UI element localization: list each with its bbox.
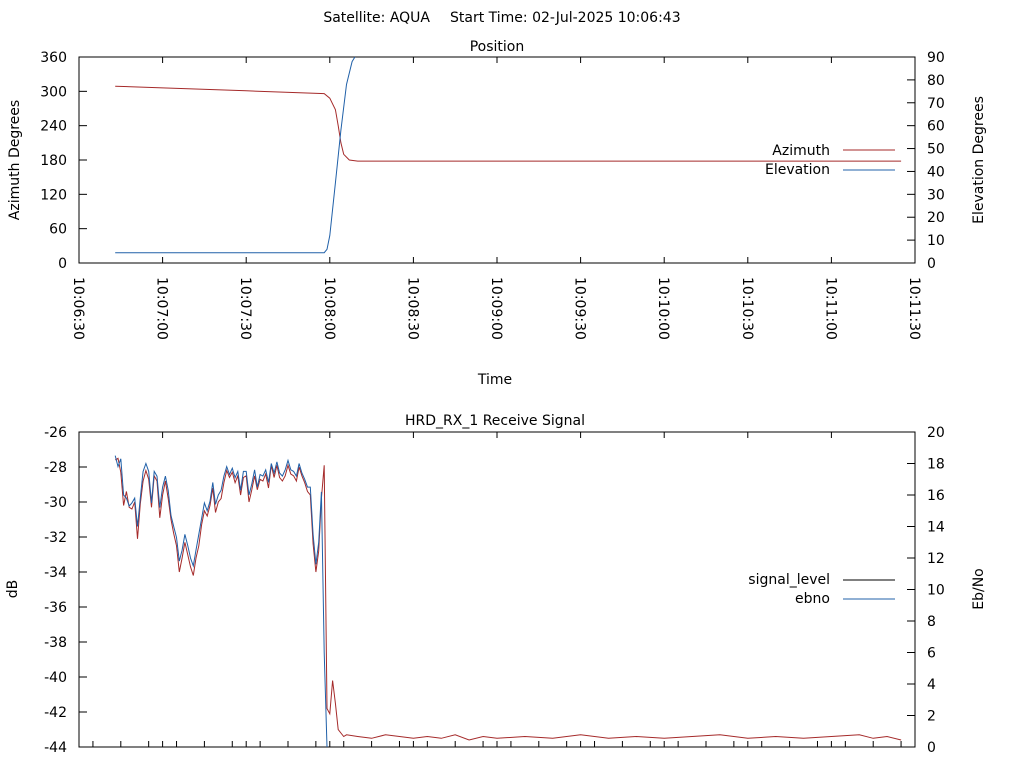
y2-tick-label: 30: [927, 187, 945, 203]
signal-y2-axis-label: Eb/No: [971, 568, 987, 610]
y2-tick-label: 18: [927, 457, 945, 473]
y2-tick-label: 90: [927, 50, 945, 66]
position-y2-ticks: 0 10 20 30 40 50 60 70 80 90: [907, 50, 945, 272]
position-x-axis-label: Time: [477, 372, 512, 388]
signal-y-axis-label: dB: [5, 580, 21, 599]
y2-tick-label: 14: [927, 520, 945, 536]
y-tick-label: 60: [49, 222, 67, 238]
y2-tick-label: 8: [927, 614, 936, 630]
position-y-axis-label: Azimuth Degrees: [7, 100, 23, 220]
y2-tick-label: 12: [927, 551, 945, 567]
position-plot-frame: [78, 56, 916, 264]
legend-label-ebno: ebno: [795, 591, 830, 607]
y-tick-label: 180: [40, 153, 67, 169]
position-legend: Azimuth Elevation: [765, 143, 895, 178]
signal-y2-ticks: 0 2 4 6 8 10 12 14 16 18 20: [907, 425, 945, 756]
y2-tick-label: 70: [927, 96, 945, 112]
x-tick-label: 10:07:00: [154, 277, 170, 340]
y-tick-label: -34: [44, 565, 67, 581]
signal-y-ticks: -44 -42 -40 -38 -36 -34 -32 -30 -28 -26: [44, 425, 87, 756]
position-y-ticks: 0 60 120 180 240 300 360: [40, 50, 87, 272]
y-tick-label: -30: [44, 495, 67, 511]
y-tick-label: -26: [44, 425, 67, 441]
y2-tick-label: 10: [927, 233, 945, 249]
x-tick-label: 10:11:30: [906, 277, 922, 340]
y-tick-label: -40: [44, 670, 67, 686]
x-tick-label: 10:10:30: [739, 277, 755, 340]
y2-tick-label: 60: [927, 119, 945, 135]
series-line-signal-level: [114, 457, 902, 741]
signal-plot-frame: [78, 431, 916, 748]
position-chart-title: Position: [470, 39, 525, 55]
x-tick-label: 10:06:30: [70, 277, 86, 340]
series-line-ebno: [114, 455, 328, 748]
series-line-azimuth: [115, 85, 902, 162]
start-time-label: Start Time: 02-Jul-2025 10:06:43: [450, 10, 681, 26]
series-line-elevation: [115, 56, 356, 254]
x-tick-label: 10:08:30: [404, 277, 420, 340]
legend-label-azimuth: Azimuth: [772, 143, 830, 159]
y2-tick-label: 16: [927, 488, 945, 504]
y-tick-label: 0: [58, 256, 67, 272]
y-tick-label: 240: [40, 119, 67, 135]
y2-tick-label: 10: [927, 583, 945, 599]
position-series: [115, 56, 902, 254]
x-tick-label: 10:08:00: [321, 277, 337, 340]
y-tick-label: -42: [44, 705, 67, 721]
satellite-label: Satellite: AQUA: [323, 10, 430, 26]
y-tick-label: -36: [44, 600, 67, 616]
y-tick-label: 120: [40, 187, 67, 203]
y-tick-label: 300: [40, 84, 67, 100]
legend-label-elevation: Elevation: [765, 162, 830, 178]
y-tick-label: -38: [44, 635, 67, 651]
signal-chart-title: HRD_RX_1 Receive Signal: [405, 413, 585, 429]
y2-tick-label: 0: [927, 256, 936, 272]
x-tick-label: 10:09:30: [572, 277, 588, 340]
signal-legend: signal_level ebno: [748, 572, 895, 607]
y2-tick-label: 2: [927, 709, 936, 725]
y2-tick-label: 50: [927, 142, 945, 158]
y-tick-label: -44: [44, 740, 67, 756]
y2-tick-label: 80: [927, 73, 945, 89]
position-chart: Position Azimuth Degrees Elevation Degre…: [7, 39, 987, 388]
y-tick-label: -32: [44, 530, 67, 546]
legend-label-signal-level: signal_level: [748, 572, 830, 588]
x-tick-label: 10:09:00: [488, 277, 504, 340]
x-tick-label: 10:10:00: [655, 277, 671, 340]
signal-x-ticks: [78, 432, 916, 747]
y-tick-label: -28: [44, 460, 67, 476]
x-tick-label: 10:11:00: [822, 277, 838, 340]
position-x-ticks: 10:06:30 10:07:00 10:07:30 10:08:00 10:08:30…: [70, 57, 922, 340]
position-y2-axis-label: Elevation Degrees: [971, 96, 987, 224]
signal-series: [114, 455, 902, 748]
y2-tick-label: 6: [927, 646, 936, 662]
y2-tick-label: 4: [927, 677, 936, 693]
y2-tick-label: 0: [927, 740, 936, 756]
y2-tick-label: 20: [927, 425, 945, 441]
signal-chart: HRD_RX_1 Receive Signal dB Eb/No -44-42-…: [5, 413, 987, 756]
x-tick-label: 10:07:30: [237, 277, 253, 340]
y2-tick-label: 40: [927, 164, 945, 180]
y2-tick-label: 20: [927, 210, 945, 226]
y-tick-label: 360: [40, 50, 67, 66]
